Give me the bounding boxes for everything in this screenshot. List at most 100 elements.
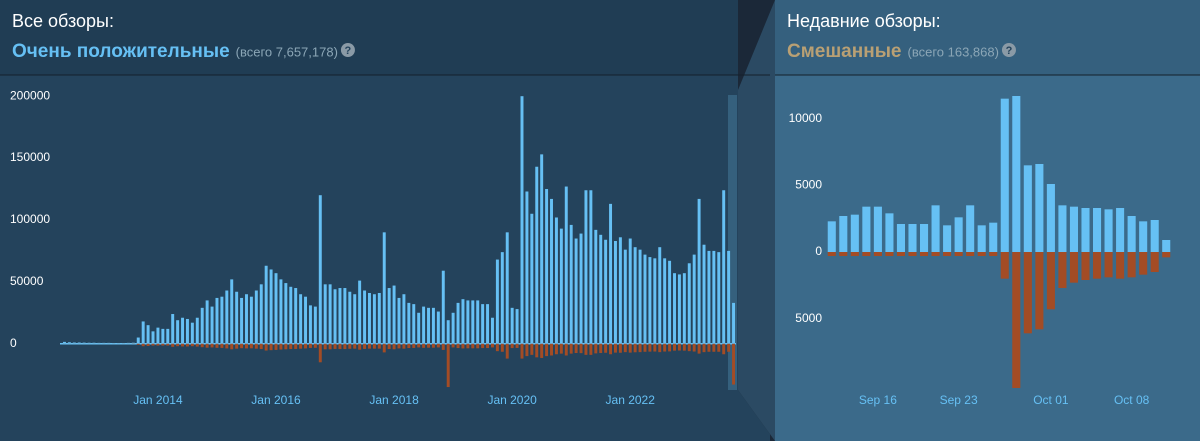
- review-count: (всего 7,657,178): [236, 44, 338, 59]
- bar: [1058, 205, 1067, 252]
- bar: [358, 280, 362, 344]
- bar: [62, 341, 66, 344]
- bar: [717, 252, 721, 344]
- bar: [540, 154, 544, 344]
- bar: [436, 311, 440, 344]
- range-highlight: [728, 95, 737, 390]
- bar: [161, 328, 165, 344]
- bar: [368, 343, 371, 349]
- bar: [176, 320, 180, 344]
- bar: [225, 343, 229, 349]
- bar: [490, 343, 494, 348]
- bar: [205, 300, 209, 344]
- bar: [402, 343, 406, 349]
- bar: [441, 270, 445, 344]
- bar: [966, 252, 975, 256]
- bar: [377, 343, 381, 349]
- bar: [623, 249, 627, 344]
- bar: [210, 306, 214, 344]
- bar: [1150, 220, 1159, 252]
- bar: [245, 343, 248, 349]
- bar: [387, 288, 391, 344]
- x-tick-label: Sep 16: [859, 393, 897, 407]
- bar: [1000, 98, 1009, 253]
- bar: [304, 343, 308, 349]
- bar: [264, 343, 268, 351]
- bar: [146, 343, 150, 346]
- bar: [481, 343, 485, 349]
- y-tick-label: 5000: [795, 311, 822, 325]
- rating-summary: Смешанные: [787, 41, 902, 62]
- x-tick-label: Oct 01: [1033, 393, 1069, 407]
- bar: [505, 343, 509, 359]
- bar: [259, 284, 263, 344]
- bar: [525, 191, 529, 344]
- bar: [294, 343, 298, 349]
- bar: [1104, 209, 1113, 252]
- bar: [1035, 164, 1044, 252]
- help-icon-text: ?: [1006, 45, 1013, 57]
- recent-reviews-header: [775, 0, 1200, 75]
- x-tick-label: Jan 2016: [251, 393, 301, 407]
- bar: [299, 294, 303, 344]
- bar: [397, 343, 401, 349]
- bar: [323, 284, 327, 344]
- bar: [628, 238, 632, 344]
- bar: [500, 252, 504, 344]
- bar: [387, 343, 391, 350]
- bar: [451, 343, 455, 348]
- bar: [687, 263, 691, 344]
- bar: [481, 304, 485, 344]
- bar: [623, 343, 627, 353]
- bar: [476, 343, 480, 349]
- bar: [274, 273, 278, 344]
- bar: [931, 205, 940, 252]
- bar: [594, 229, 598, 344]
- bar: [402, 294, 406, 344]
- bar: [240, 297, 244, 344]
- bar: [486, 343, 490, 349]
- y-tick-label: 0: [815, 244, 822, 258]
- bar: [919, 224, 929, 252]
- bar: [663, 258, 667, 344]
- bar: [343, 343, 347, 350]
- bar: [141, 343, 145, 347]
- x-tick-label: Jan 2018: [369, 393, 419, 407]
- bar: [954, 217, 963, 252]
- bar: [908, 252, 917, 256]
- bar: [363, 290, 367, 344]
- bar: [161, 343, 165, 346]
- bar: [382, 232, 386, 344]
- bar: [471, 343, 475, 349]
- bar: [559, 228, 563, 344]
- bar: [702, 343, 706, 353]
- rating-summary: Очень положительные: [12, 41, 230, 62]
- bar: [648, 257, 652, 344]
- bar: [431, 343, 435, 348]
- bar: [989, 252, 998, 256]
- bar: [663, 343, 667, 352]
- bar: [1150, 252, 1159, 272]
- panel-title: Все обзоры:: [12, 11, 114, 31]
- bar: [550, 343, 553, 356]
- bar: [594, 343, 598, 354]
- bar: [520, 343, 524, 359]
- bar: [873, 252, 882, 256]
- bar: [707, 343, 711, 352]
- bar: [377, 292, 381, 344]
- bar: [712, 250, 716, 344]
- bar: [136, 337, 140, 344]
- bar: [677, 274, 681, 344]
- bar: [200, 343, 204, 348]
- bar: [850, 214, 859, 252]
- bar: [677, 343, 681, 351]
- bar: [368, 292, 371, 344]
- bar: [308, 305, 312, 344]
- bar: [205, 343, 209, 348]
- bar: [712, 343, 716, 352]
- bar: [338, 288, 342, 344]
- bar: [190, 322, 194, 344]
- bar: [72, 342, 76, 344]
- bar: [540, 343, 544, 358]
